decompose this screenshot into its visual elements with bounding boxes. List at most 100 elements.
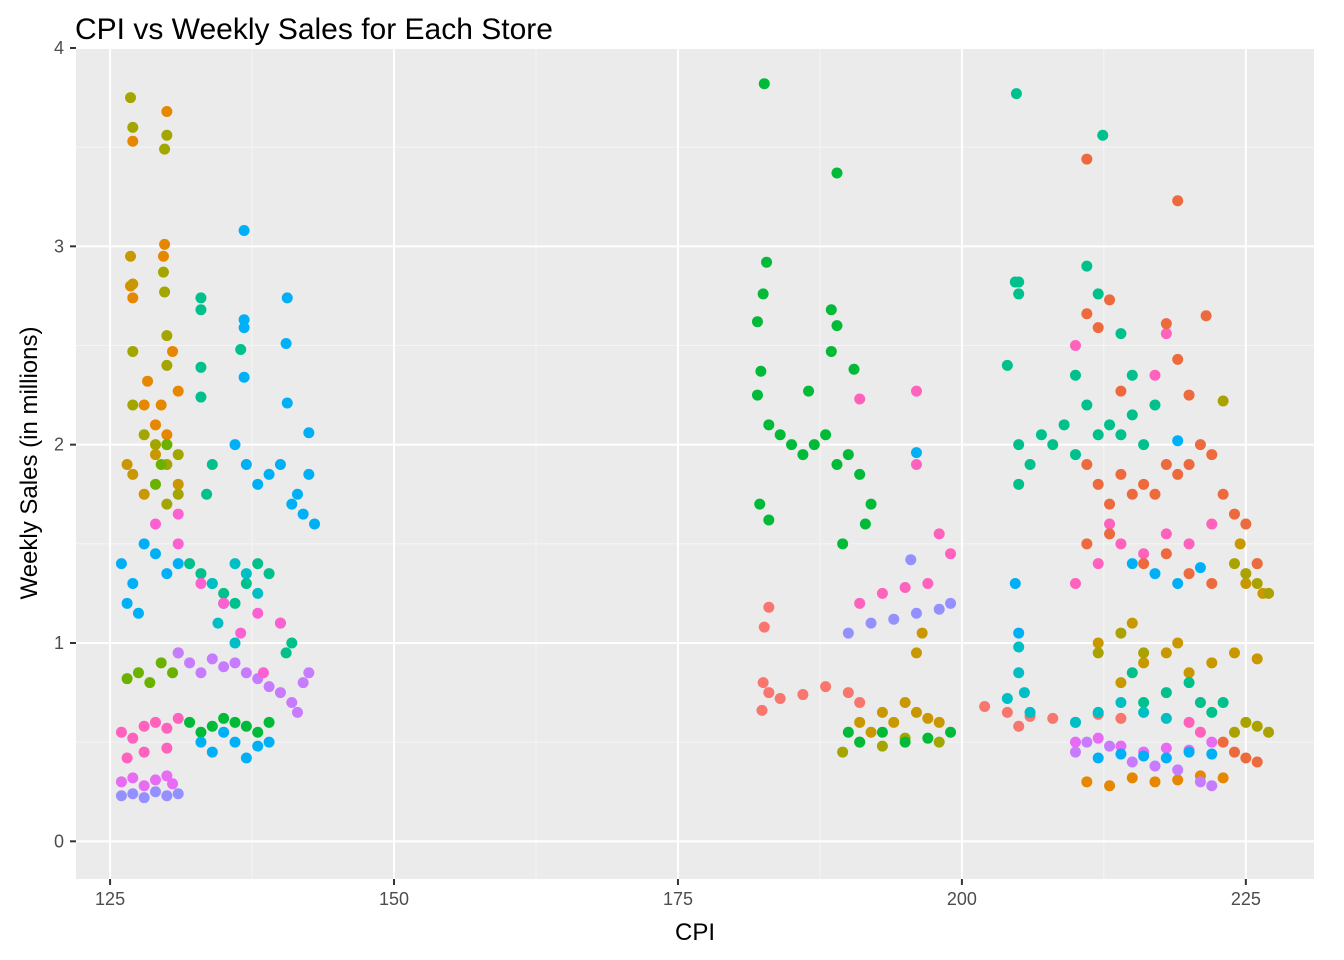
y-axis-title: Weekly Sales (in millions) [16,327,43,600]
scatter-point [933,736,945,748]
scatter-point [150,478,162,490]
scatter-point [1228,558,1240,570]
scatter-point [854,393,866,405]
scatter-point [1010,88,1022,100]
scatter-point [751,389,763,401]
scatter-point [195,304,207,316]
scatter-point [825,304,837,316]
scatter-point [303,667,315,679]
scatter-point [172,647,184,659]
scatter-point [1115,429,1127,441]
scatter-point [240,720,252,732]
scatter-point [910,706,922,718]
scatter-point [238,314,250,326]
scatter-point [758,78,770,90]
scatter-point [1069,736,1081,748]
scatter-point [786,439,798,451]
scatter-point [1058,419,1070,431]
scatter-point [1047,439,1059,451]
scatter-point [238,371,250,383]
scatter-point [854,716,866,728]
scatter-point [758,621,770,633]
scatter-point [235,627,247,639]
scatter-point [1013,627,1025,639]
scatter-point [1047,712,1059,724]
scatter-point [1183,568,1195,580]
scatter-point [161,439,173,451]
scatter-point [155,657,167,669]
scatter-point [1228,726,1240,738]
scatter-point [161,330,173,342]
scatter-point [763,419,775,431]
scatter-point [1206,577,1218,589]
scatter-point [1183,538,1195,550]
scatter-point [865,617,877,629]
scatter-point [281,397,293,409]
scatter-point [1240,568,1252,580]
scatter-point [1092,322,1104,334]
scatter-point [263,716,275,728]
x-tick-label: 225 [1231,889,1261,909]
scatter-point [240,458,252,470]
scatter-point [309,518,321,530]
scatter-point [115,558,127,570]
scatter-point [1149,488,1161,500]
scatter-point [1240,752,1252,764]
scatter-point [155,399,167,411]
scatter-point [1194,726,1206,738]
scatter-point [138,746,150,758]
scatter-point [933,716,945,728]
scatter-point [212,617,224,629]
scatter-point [1126,617,1138,629]
scatter-point [1138,750,1150,762]
scatter-point [172,712,184,724]
series-group [150,508,286,679]
scatter-point [229,597,241,609]
scatter-point [1228,647,1240,659]
scatter-point [1138,548,1150,560]
scatter-point [184,657,196,669]
scatter-point [252,607,264,619]
scatter-point [1126,667,1138,679]
scatter-point [1024,706,1036,718]
scatter-point [159,286,171,298]
scatter-point [1126,409,1138,421]
scatter-point [121,752,133,764]
scatter-point [1217,736,1229,748]
scatter-point [1069,449,1081,461]
scatter-point [218,712,230,724]
scatter-point [1251,653,1263,665]
scatter-point [1200,310,1212,322]
scatter-point [1160,687,1172,699]
scatter-point [1138,657,1150,669]
scatter-point [797,449,809,461]
scatter-point [218,597,230,609]
scatter-point [1104,740,1116,752]
scatter-point [252,478,264,490]
scatter-point [842,449,854,461]
scatter-point [825,345,837,357]
scatter-point [159,143,171,155]
scatter-point [138,429,150,441]
scatter-point [218,726,230,738]
scatter-point [854,696,866,708]
scatter-point [206,577,218,589]
scatter-point [1183,716,1195,728]
scatter-point [121,458,133,470]
scatter-point [1160,742,1172,754]
y-axis: 0 1 2 3 4 [54,38,76,851]
scatter-point [899,696,911,708]
series-group [1092,395,1275,738]
scatter-point [274,458,286,470]
scatter-point [229,637,241,649]
scatter-point [1251,577,1263,589]
scatter-point [1138,439,1150,451]
scatter-point [1160,752,1172,764]
scatter-point [1092,429,1104,441]
scatter-point [831,458,843,470]
scatter-point [172,488,184,500]
scatter-point [195,568,207,580]
scatter-point [899,736,911,748]
scatter-point [1160,647,1172,659]
scatter-point [865,726,877,738]
